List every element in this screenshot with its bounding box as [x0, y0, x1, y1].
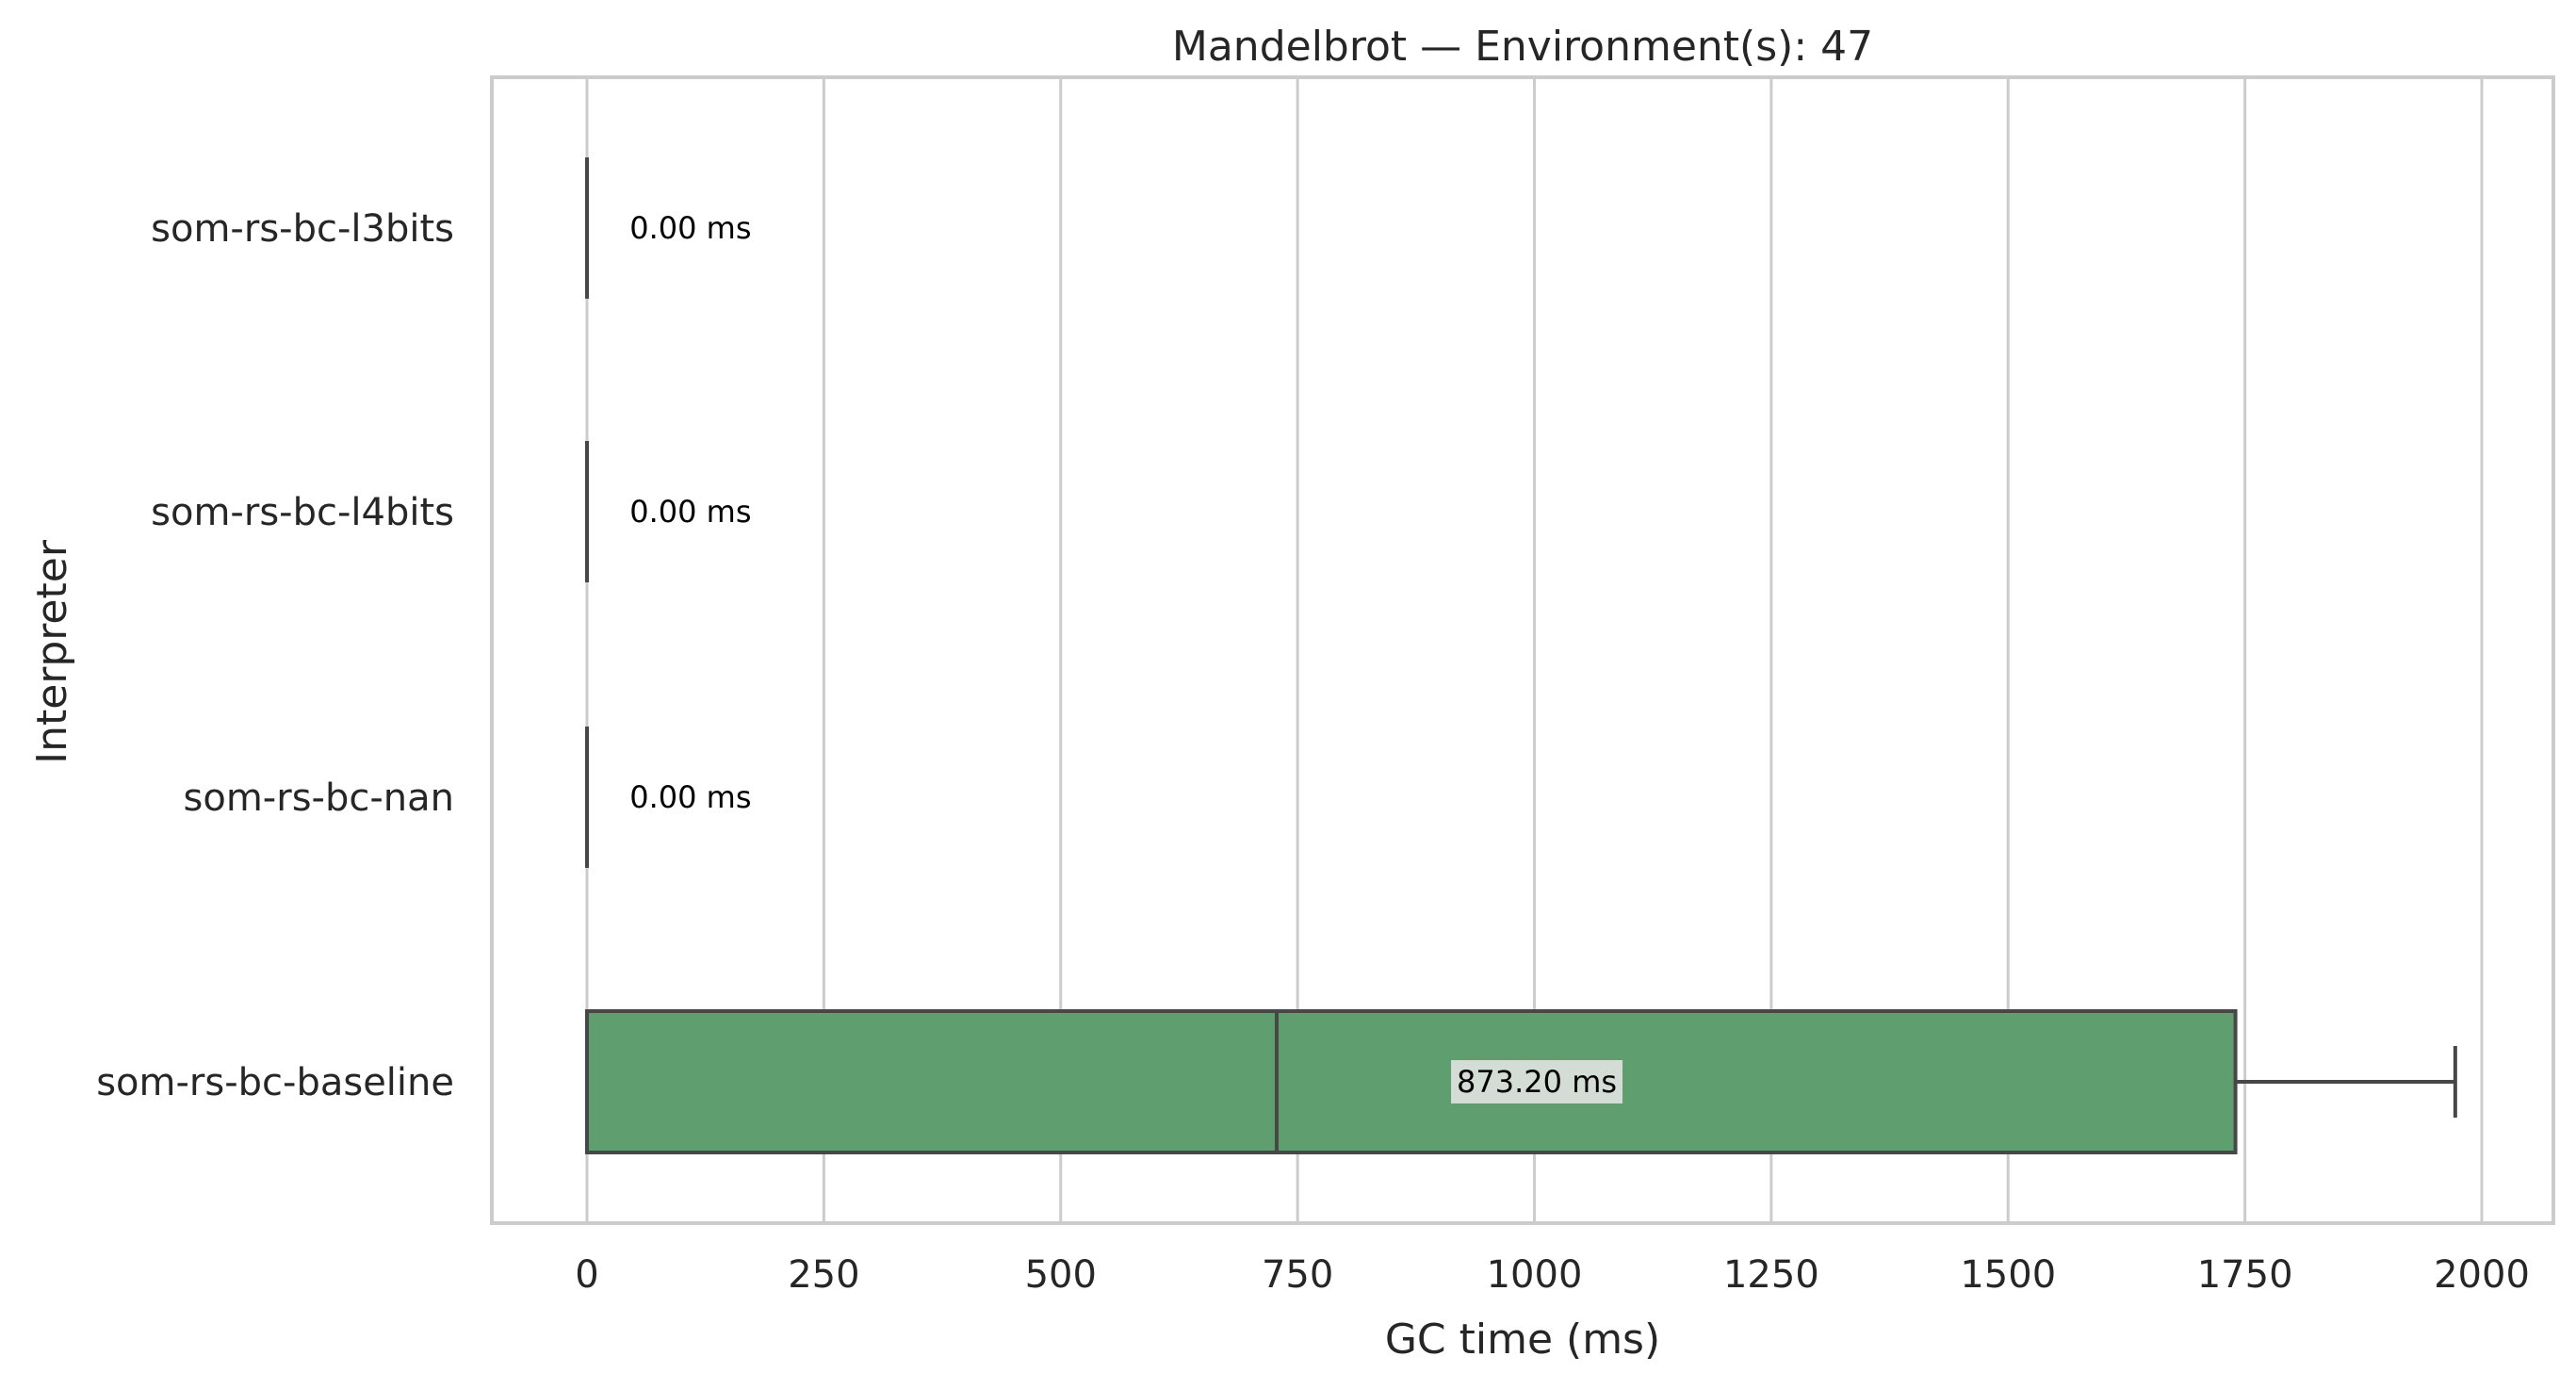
box-iqr [585, 1009, 2238, 1154]
x-tick-label: 2000 [2434, 1253, 2530, 1297]
chart-title: Mandelbrot — Environment(s): 47 [1172, 23, 1873, 71]
x-tick-label: 1750 [2197, 1253, 2293, 1297]
y-tick-labels: som-rs-bc-l3bits som-rs-bc-l4bits som-rs-b… [96, 207, 454, 1104]
grid-lines [585, 77, 2484, 1223]
annotation-label: 0.00 ms [629, 779, 751, 815]
x-tick-label: 1250 [1723, 1253, 1819, 1297]
annotation-bg [1451, 1060, 1623, 1103]
x-tick-label: 1000 [1487, 1253, 1583, 1297]
y-tick-label: som-rs-bc-baseline [96, 1061, 454, 1104]
annotation-label: 873.20 ms [1457, 1064, 1617, 1100]
y-tick-label: som-rs-bc-l3bits [151, 207, 454, 251]
y-tick-label: som-rs-bc-nan [184, 776, 454, 820]
annotation-som-rs-bc-nan: 0.00 ms [629, 779, 751, 815]
annotation-label: 0.00 ms [629, 494, 751, 530]
x-tick-labels: 0 250 500 750 1000 1250 1500 1750 2000 [575, 1253, 2530, 1297]
x-tick-label: 500 [1025, 1253, 1097, 1297]
annotation-som-rs-bc-l3bits: 0.00 ms [629, 210, 751, 246]
plot-frame [490, 75, 2555, 1225]
x-axis-title: GC time (ms) [1385, 1315, 1660, 1364]
box-layer [585, 157, 2457, 1154]
annotation-label: 0.00 ms [629, 210, 751, 246]
annotation-layer: 0.00 ms 0.00 ms 0.00 ms 873.20 ms [629, 210, 1623, 1103]
box-som-rs-bc-baseline [585, 1009, 2457, 1154]
x-tick-label: 750 [1262, 1253, 1333, 1297]
y-tick-label: som-rs-bc-l4bits [151, 491, 454, 534]
x-tick-label: 250 [788, 1253, 859, 1297]
y-axis-title: Interpreter [28, 539, 76, 764]
annotation-som-rs-bc-baseline: 873.20 ms [1451, 1060, 1623, 1103]
x-tick-label: 1500 [1960, 1253, 2056, 1297]
annotation-som-rs-bc-l4bits: 0.00 ms [629, 494, 751, 530]
x-tick-label: 0 [575, 1253, 598, 1297]
